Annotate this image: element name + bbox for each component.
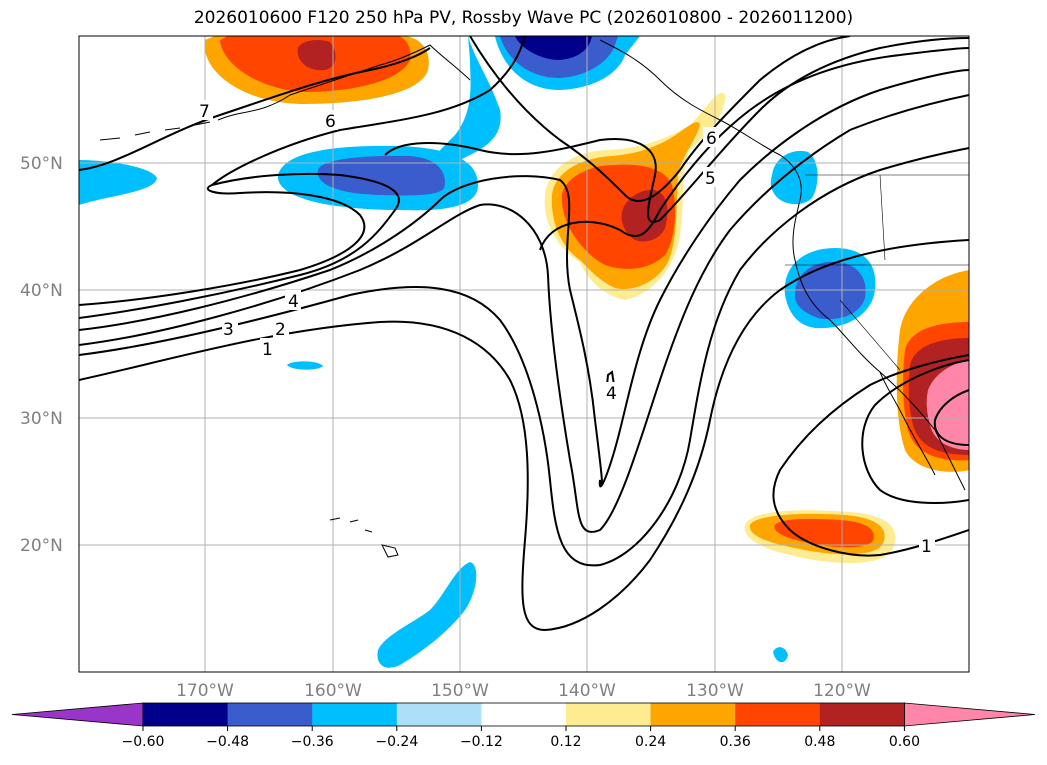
- lat-label-30n: 30°N: [20, 409, 63, 429]
- contour-line-6: [211, 36, 526, 186]
- colorbar-tick-label: 0.60: [889, 734, 920, 750]
- pv-positive-core2-subtropical: [774, 518, 874, 548]
- contour-label-2: 2: [275, 320, 286, 340]
- contour-line-3: [79, 94, 969, 533]
- lon-label-160w: 160°W: [304, 681, 362, 701]
- pv-shading: [79, 36, 969, 668]
- lat-label-40n: 40°N: [20, 281, 63, 301]
- contour-line-1: [79, 239, 969, 632]
- lon-label-130w: 130°W: [686, 681, 744, 701]
- contour-line-1b: [861, 359, 969, 504]
- contour-line-2: [79, 147, 969, 567]
- contour-label-7: 7: [199, 102, 210, 122]
- contour-line-5b: [539, 47, 969, 251]
- state-borders: [785, 174, 969, 371]
- pv-negative-area-alaska: [433, 36, 501, 164]
- colorbar-swatch: [819, 703, 905, 726]
- pv-negative-area-small2: [773, 647, 788, 663]
- map-title: 2026010600 F120 250 hPa PV, Rossby Wave …: [193, 8, 854, 28]
- colorbar-tick-label: −0.12: [460, 734, 503, 750]
- pv-positive-peak-north: [297, 40, 336, 71]
- lat-axis: 50°N 40°N 30°N 20°N: [20, 154, 63, 556]
- hawaii-islands: [329, 517, 399, 558]
- baja-coast: [879, 371, 936, 476]
- colorbar-swatch: [650, 703, 736, 726]
- colorbar-tick-label: 0.36: [720, 734, 751, 750]
- contour-label-1b: 1: [921, 537, 932, 557]
- colorbar-arrow-right: [904, 702, 1036, 727]
- lon-label-120w: 120°W: [813, 681, 871, 701]
- colorbar-arrow-left: [11, 702, 144, 727]
- colorbar-tick-label: −0.48: [206, 734, 249, 750]
- pv-positive-peak-central: [621, 189, 668, 242]
- lon-label-170w: 170°W: [176, 681, 234, 701]
- colorbar-tick-label: −0.36: [291, 734, 334, 750]
- colorbar-tick-label: 0.48: [804, 734, 835, 750]
- colorbar-swatch: [481, 703, 567, 726]
- contour-line-1c: [772, 354, 969, 557]
- colorbar-tick-label: 0.12: [550, 734, 581, 750]
- pv-positive-peak-mexico: [926, 360, 969, 450]
- colorbar-swatch: [312, 703, 398, 726]
- pv-negative-area-hawaii: [377, 562, 477, 668]
- contour-labels: 7 6 6 5 4 4 3 2 1 1: [197, 100, 935, 557]
- contour-label-5: 5: [705, 169, 716, 189]
- rossby-contours: [79, 36, 969, 632]
- contour-line-4b: [79, 69, 969, 488]
- contour-line-7: [79, 47, 431, 171]
- contour-label-4a: 4: [288, 292, 299, 312]
- pv-negative-area-small: [287, 361, 323, 370]
- contour-label-6b: 6: [706, 129, 717, 149]
- colorbar-swatch: [566, 703, 652, 726]
- lon-label-150w: 150°W: [431, 681, 489, 701]
- colorbar-swatch: [143, 703, 229, 726]
- pv-negative-core-west: [317, 155, 445, 196]
- pv-negative-area-far-west: [79, 160, 157, 205]
- colorbar-tick-label: −0.60: [122, 734, 165, 750]
- map-background: [79, 36, 969, 672]
- alaska-coast: [217, 44, 471, 121]
- contour-label-1a: 1: [262, 340, 273, 360]
- contour-label-4b: 4: [606, 384, 617, 404]
- colorbar-swatch: [735, 703, 821, 726]
- contour-line-5: [384, 37, 969, 223]
- us-west-coast: [792, 199, 966, 491]
- pv-negative-area-coast: [770, 150, 818, 205]
- colorbar-swatch: [396, 703, 482, 726]
- colorbar-frame: [142, 702, 905, 727]
- map-frame: [78, 35, 970, 673]
- lat-label-50n: 50°N: [20, 154, 63, 174]
- pv-negative-peak-alaska: [515, 36, 592, 60]
- contour-line-neg-mexico: [933, 389, 969, 446]
- contour-label-3: 3: [223, 320, 234, 340]
- lon-label-140w: 140°W: [558, 681, 616, 701]
- aleutian-islands: [99, 121, 211, 141]
- colorbar: −0.60 −0.48 −0.36 −0.24 −0.12 0.12 0.24 0.36 0.4…: [11, 702, 1036, 750]
- contour-line-4: [79, 172, 400, 319]
- colorbar-tick-label: −0.24: [375, 734, 418, 750]
- colorbar-tick-label: 0.24: [635, 734, 666, 750]
- lat-label-20n: 20°N: [20, 536, 63, 556]
- lon-axis: 170°W 160°W 150°W 140°W 130°W 120°W: [176, 681, 871, 701]
- colorbar-swatch: [227, 703, 313, 726]
- contour-label-6a: 6: [325, 112, 336, 132]
